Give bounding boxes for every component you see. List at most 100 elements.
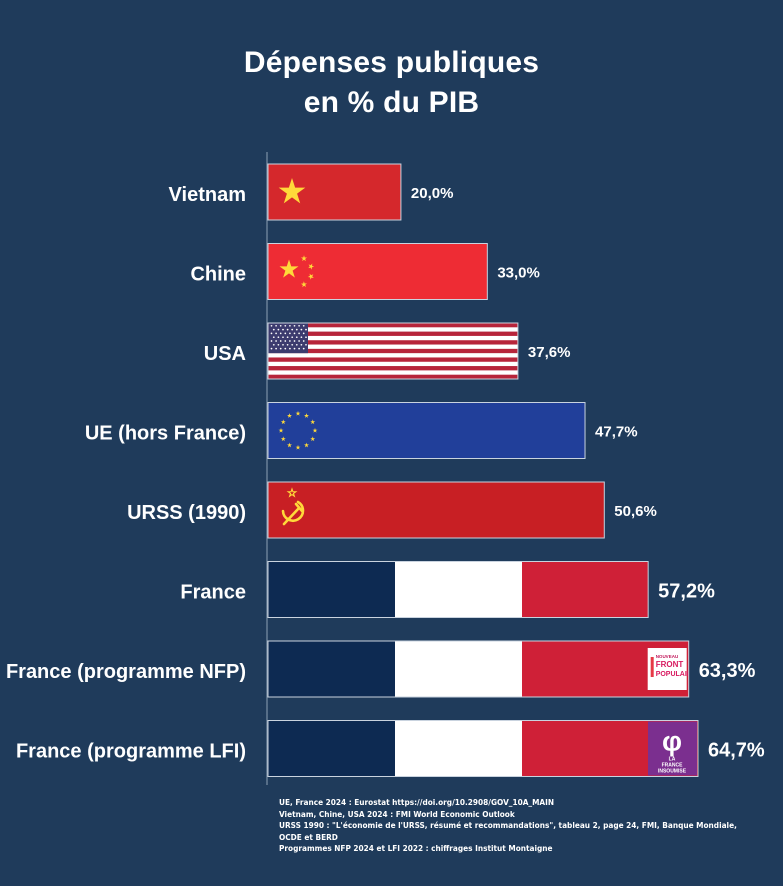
eu-star-icon [295,410,301,416]
star-dot [279,324,282,327]
bar-blue-band [268,641,395,697]
eu-star-icon [287,442,292,448]
lfi-badge-line-3: INSOUMISE [658,769,687,775]
source-notes: UE, France 2024 : Eurostat https://doi.o… [279,797,769,855]
source-note-programmes: Programmes NFP 2024 et LFI 2022 : chiffr… [279,843,553,854]
star-dot [275,340,277,342]
bar-outline [267,243,488,300]
star-dot [302,347,305,350]
star-dot [291,328,294,331]
value-label: 33,0% [497,265,540,282]
stripe [268,366,518,371]
star-dot [291,343,294,346]
stripe [268,374,518,379]
eu-star-icon [280,419,286,425]
lfi-badge-line-1: LA [669,757,676,763]
bar-red-band [522,561,649,618]
value-label: 47,7% [595,424,638,441]
eu-star-icon [304,413,309,418]
lfi-badge-line-2: FRANCE [662,763,683,769]
category-label: UE (hors France) [85,423,246,445]
star-dot [289,324,291,327]
star-dot [275,347,277,350]
nfp-badge-line-2: POPULAIRE [656,671,697,678]
star-dot [305,343,307,346]
star-dot [295,336,298,339]
bar-outline [267,163,402,221]
eu-star-icon [310,436,316,442]
bar-outline [267,720,699,777]
star-dot [279,332,282,335]
bar-outline [267,481,605,539]
star-dot [279,340,282,342]
star-dot [286,328,289,331]
eu-star-icon [312,427,318,433]
star-dot [300,336,303,339]
nfp-badge-line-1: FRONT [656,660,684,669]
chart-title-line-1: Dépenses publiques [243,46,540,79]
star-dot [291,336,294,339]
value-label: 50,6% [614,503,657,520]
stripe [268,323,518,328]
star-dot [302,324,305,327]
star-dot [298,332,300,335]
category-label: France (programme LFI) [16,741,246,763]
eu-star-icon [310,419,316,425]
stripe [268,370,518,375]
star-dot [289,347,291,350]
star-dot [305,336,307,339]
bar-flag-usa [267,322,519,380]
bar-outline [267,561,649,618]
star-dot [298,347,300,350]
nfp-badge-stripe [650,657,654,677]
star-dot [305,328,307,331]
category-label: Vietnam [169,184,246,206]
star-dot [279,347,282,350]
star-dot [272,336,275,339]
eu-star-icon [287,413,292,418]
lfi-badge-symbol: φ [662,726,682,757]
star-dot [289,340,291,342]
stripe [268,335,518,341]
source-note-eu-france: UE, France 2024 : Eurostat https://doi.o… [279,797,555,807]
stripe [268,348,518,354]
stripe [268,327,518,332]
small-star-icon [300,281,307,288]
ussr-star-icon [286,487,298,498]
bar-flag-vietnam [267,163,402,221]
bar-flag-china [267,243,488,300]
star-dot [293,332,296,335]
star-dot [272,328,275,331]
star-dot [284,324,287,327]
small-star-icon [307,273,314,280]
star-dot [293,347,296,350]
value-label: 37,6% [528,344,571,361]
stripe [268,340,518,345]
star-dot [284,332,287,335]
star-dot [272,343,275,346]
star-dot [302,340,305,342]
source-note-ussr-cont: OCDE et BERD [279,831,338,842]
bar-flag-france [267,561,649,618]
star-dot [300,328,303,331]
bar-white-band [395,641,522,697]
bar-white-band [395,720,522,777]
star-dot [270,324,273,327]
star-dot [282,336,284,339]
lfi-badge [648,721,697,776]
star-dot [284,347,287,350]
star-dot [300,343,303,346]
nfp-badge [647,648,687,690]
small-star-icon [308,263,315,270]
bar-white-band [395,561,522,618]
value-label: 63,3% [699,660,756,682]
star-dot [286,336,289,339]
bar-flag-ussr [267,481,605,539]
category-label: URSS (1990) [127,502,246,524]
star-dot [293,324,296,327]
value-label: 64,7% [708,740,765,762]
bar-outline [267,640,690,698]
